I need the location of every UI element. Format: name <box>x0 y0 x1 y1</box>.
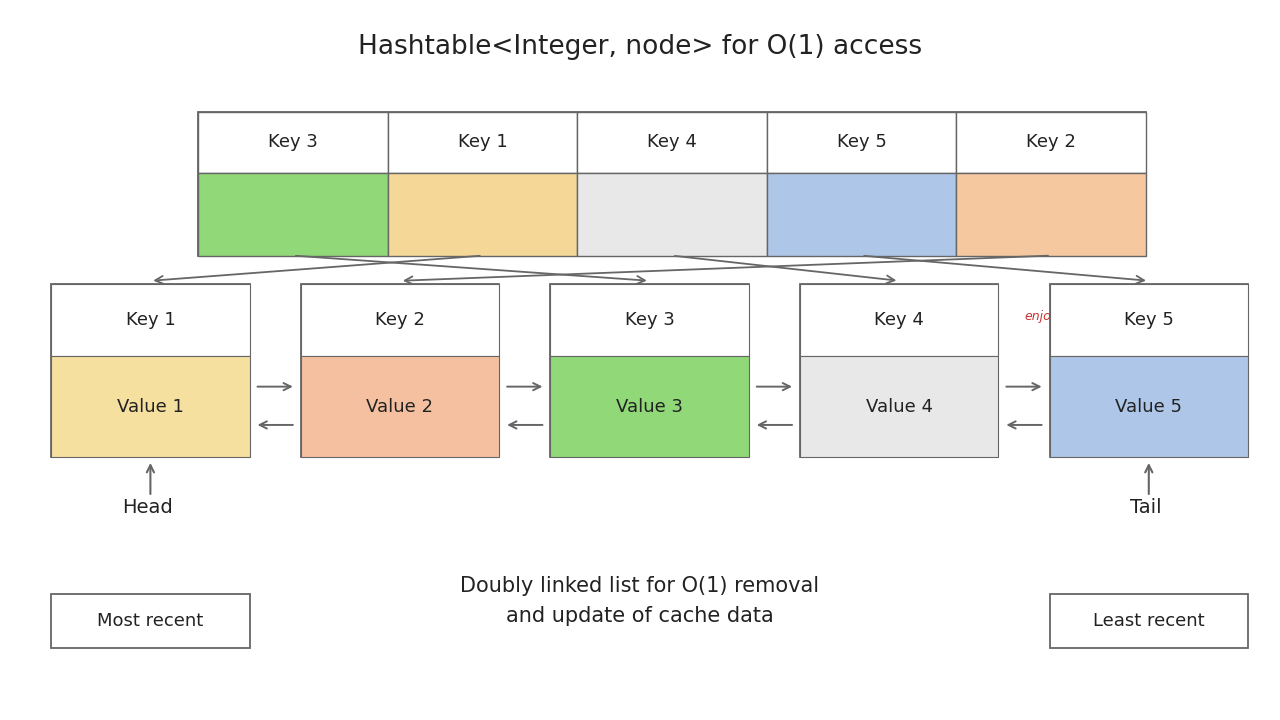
Bar <box>800 356 998 457</box>
Text: enjoy: enjoy <box>1024 310 1059 323</box>
Bar <box>550 356 749 457</box>
Bar <box>51 356 250 457</box>
Text: Key 4: Key 4 <box>648 133 696 151</box>
Bar <box>1050 284 1248 356</box>
Bar <box>1050 356 1248 457</box>
Bar <box>800 284 998 457</box>
Text: Value 3: Value 3 <box>616 397 684 416</box>
Text: Most recent: Most recent <box>97 612 204 630</box>
Bar <box>301 284 499 457</box>
Text: Key 2: Key 2 <box>375 311 425 330</box>
Text: Least recent: Least recent <box>1093 612 1204 630</box>
Text: Key 4: Key 4 <box>874 311 924 330</box>
Text: Value 4: Value 4 <box>865 397 933 416</box>
Bar <box>51 284 250 356</box>
Text: Doubly linked list for O(1) removal
and update of cache data: Doubly linked list for O(1) removal and … <box>461 577 819 626</box>
Bar <box>767 173 956 256</box>
Bar <box>198 112 1146 256</box>
Text: Key 1: Key 1 <box>458 133 507 151</box>
Text: Value 1: Value 1 <box>116 397 184 416</box>
Text: Value 5: Value 5 <box>1115 397 1183 416</box>
Text: Key 5: Key 5 <box>1124 311 1174 330</box>
Bar <box>550 284 749 457</box>
Bar <box>577 112 767 173</box>
Text: Value 2: Value 2 <box>366 397 434 416</box>
Bar <box>51 594 250 648</box>
Text: Key 5: Key 5 <box>837 133 886 151</box>
Text: algorithms: algorithms <box>1070 310 1137 323</box>
Bar <box>1050 284 1248 457</box>
Text: Head: Head <box>122 498 173 517</box>
Bar <box>956 112 1146 173</box>
Text: .com: .com <box>1165 310 1196 323</box>
Bar <box>1050 594 1248 648</box>
Text: Key 3: Key 3 <box>269 133 317 151</box>
Bar <box>51 284 250 457</box>
Bar <box>301 356 499 457</box>
Bar <box>198 173 388 256</box>
Bar <box>800 284 998 356</box>
Bar <box>198 112 388 173</box>
Text: Tail: Tail <box>1130 498 1161 517</box>
Bar <box>550 284 749 356</box>
Text: Key 3: Key 3 <box>625 311 675 330</box>
Bar <box>956 173 1146 256</box>
Bar <box>388 173 577 256</box>
Bar <box>301 284 499 356</box>
Text: Key 1: Key 1 <box>125 311 175 330</box>
Bar <box>577 173 767 256</box>
Bar <box>388 112 577 173</box>
Text: Hashtable<Integer, node> for O(1) access: Hashtable<Integer, node> for O(1) access <box>358 34 922 60</box>
Bar <box>767 112 956 173</box>
Text: Key 2: Key 2 <box>1027 133 1075 151</box>
